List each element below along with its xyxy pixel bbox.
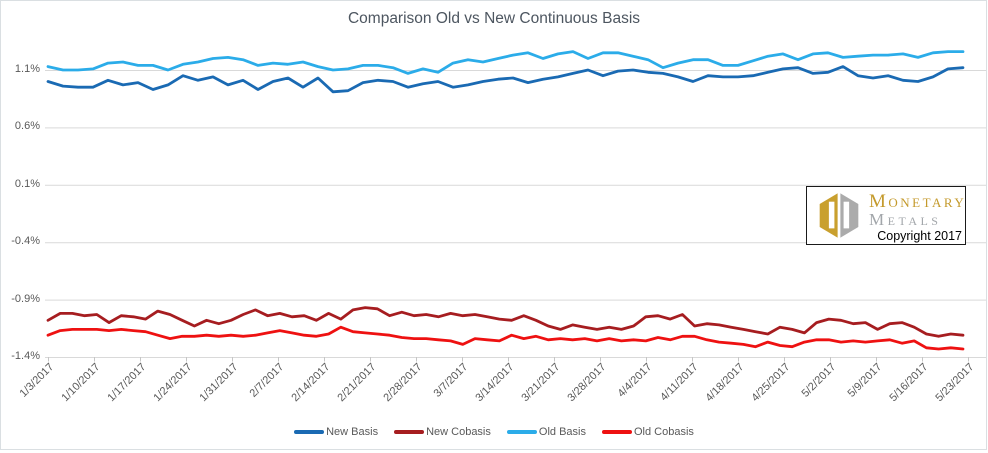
legend-label: Old Basis <box>538 426 586 438</box>
monetary-metals-logo-icon <box>819 191 859 240</box>
logo-text-metals: Metals <box>869 210 942 230</box>
legend-item-new-basis: New Basis <box>294 426 378 438</box>
y-axis-label: 1.1% <box>14 63 40 75</box>
y-axis-label: 0.6% <box>14 120 40 133</box>
series-line-old-cobasis <box>46 325 965 351</box>
logo-wordmark: Monetary Metals <box>869 192 966 229</box>
y-axis-label: -0.9% <box>11 292 40 305</box>
monetary-metals-watermark: Monetary Metals Copyright 2017 <box>806 186 966 245</box>
y-axis-label: -0.4% <box>11 235 40 248</box>
legend-item-old-basis: Old Basis <box>506 426 586 438</box>
legend-item-new-cobasis: New Cobasis <box>394 426 491 438</box>
legend-label: Old Cobasis <box>633 426 694 438</box>
legend-swatch-new-basis <box>294 430 325 434</box>
y-axis-label: -1.4% <box>11 350 40 362</box>
series-line-new-cobasis <box>46 306 965 338</box>
chart-title: Comparison Old vs New Continuous Basis <box>347 10 641 27</box>
legend-swatch-old-cobasis <box>601 430 632 434</box>
legend-label: New Basis <box>326 426 379 438</box>
legend-swatch-new-cobasis <box>394 430 425 434</box>
copyright-text: Copyright 2017 <box>877 229 962 243</box>
y-axis-label: 0.1% <box>14 177 40 190</box>
series-line-new-basis <box>46 65 965 94</box>
legend-label: New Cobasis <box>426 426 491 438</box>
series-line-old-basis <box>46 50 965 75</box>
chart-legend: New Basis New Cobasis Old Basis Old Cobasis <box>0 426 988 438</box>
legend-swatch-old-basis <box>506 430 537 434</box>
logo-text-monetary: Monetary <box>869 191 967 212</box>
legend-item-old-cobasis: Old Cobasis <box>601 426 694 438</box>
